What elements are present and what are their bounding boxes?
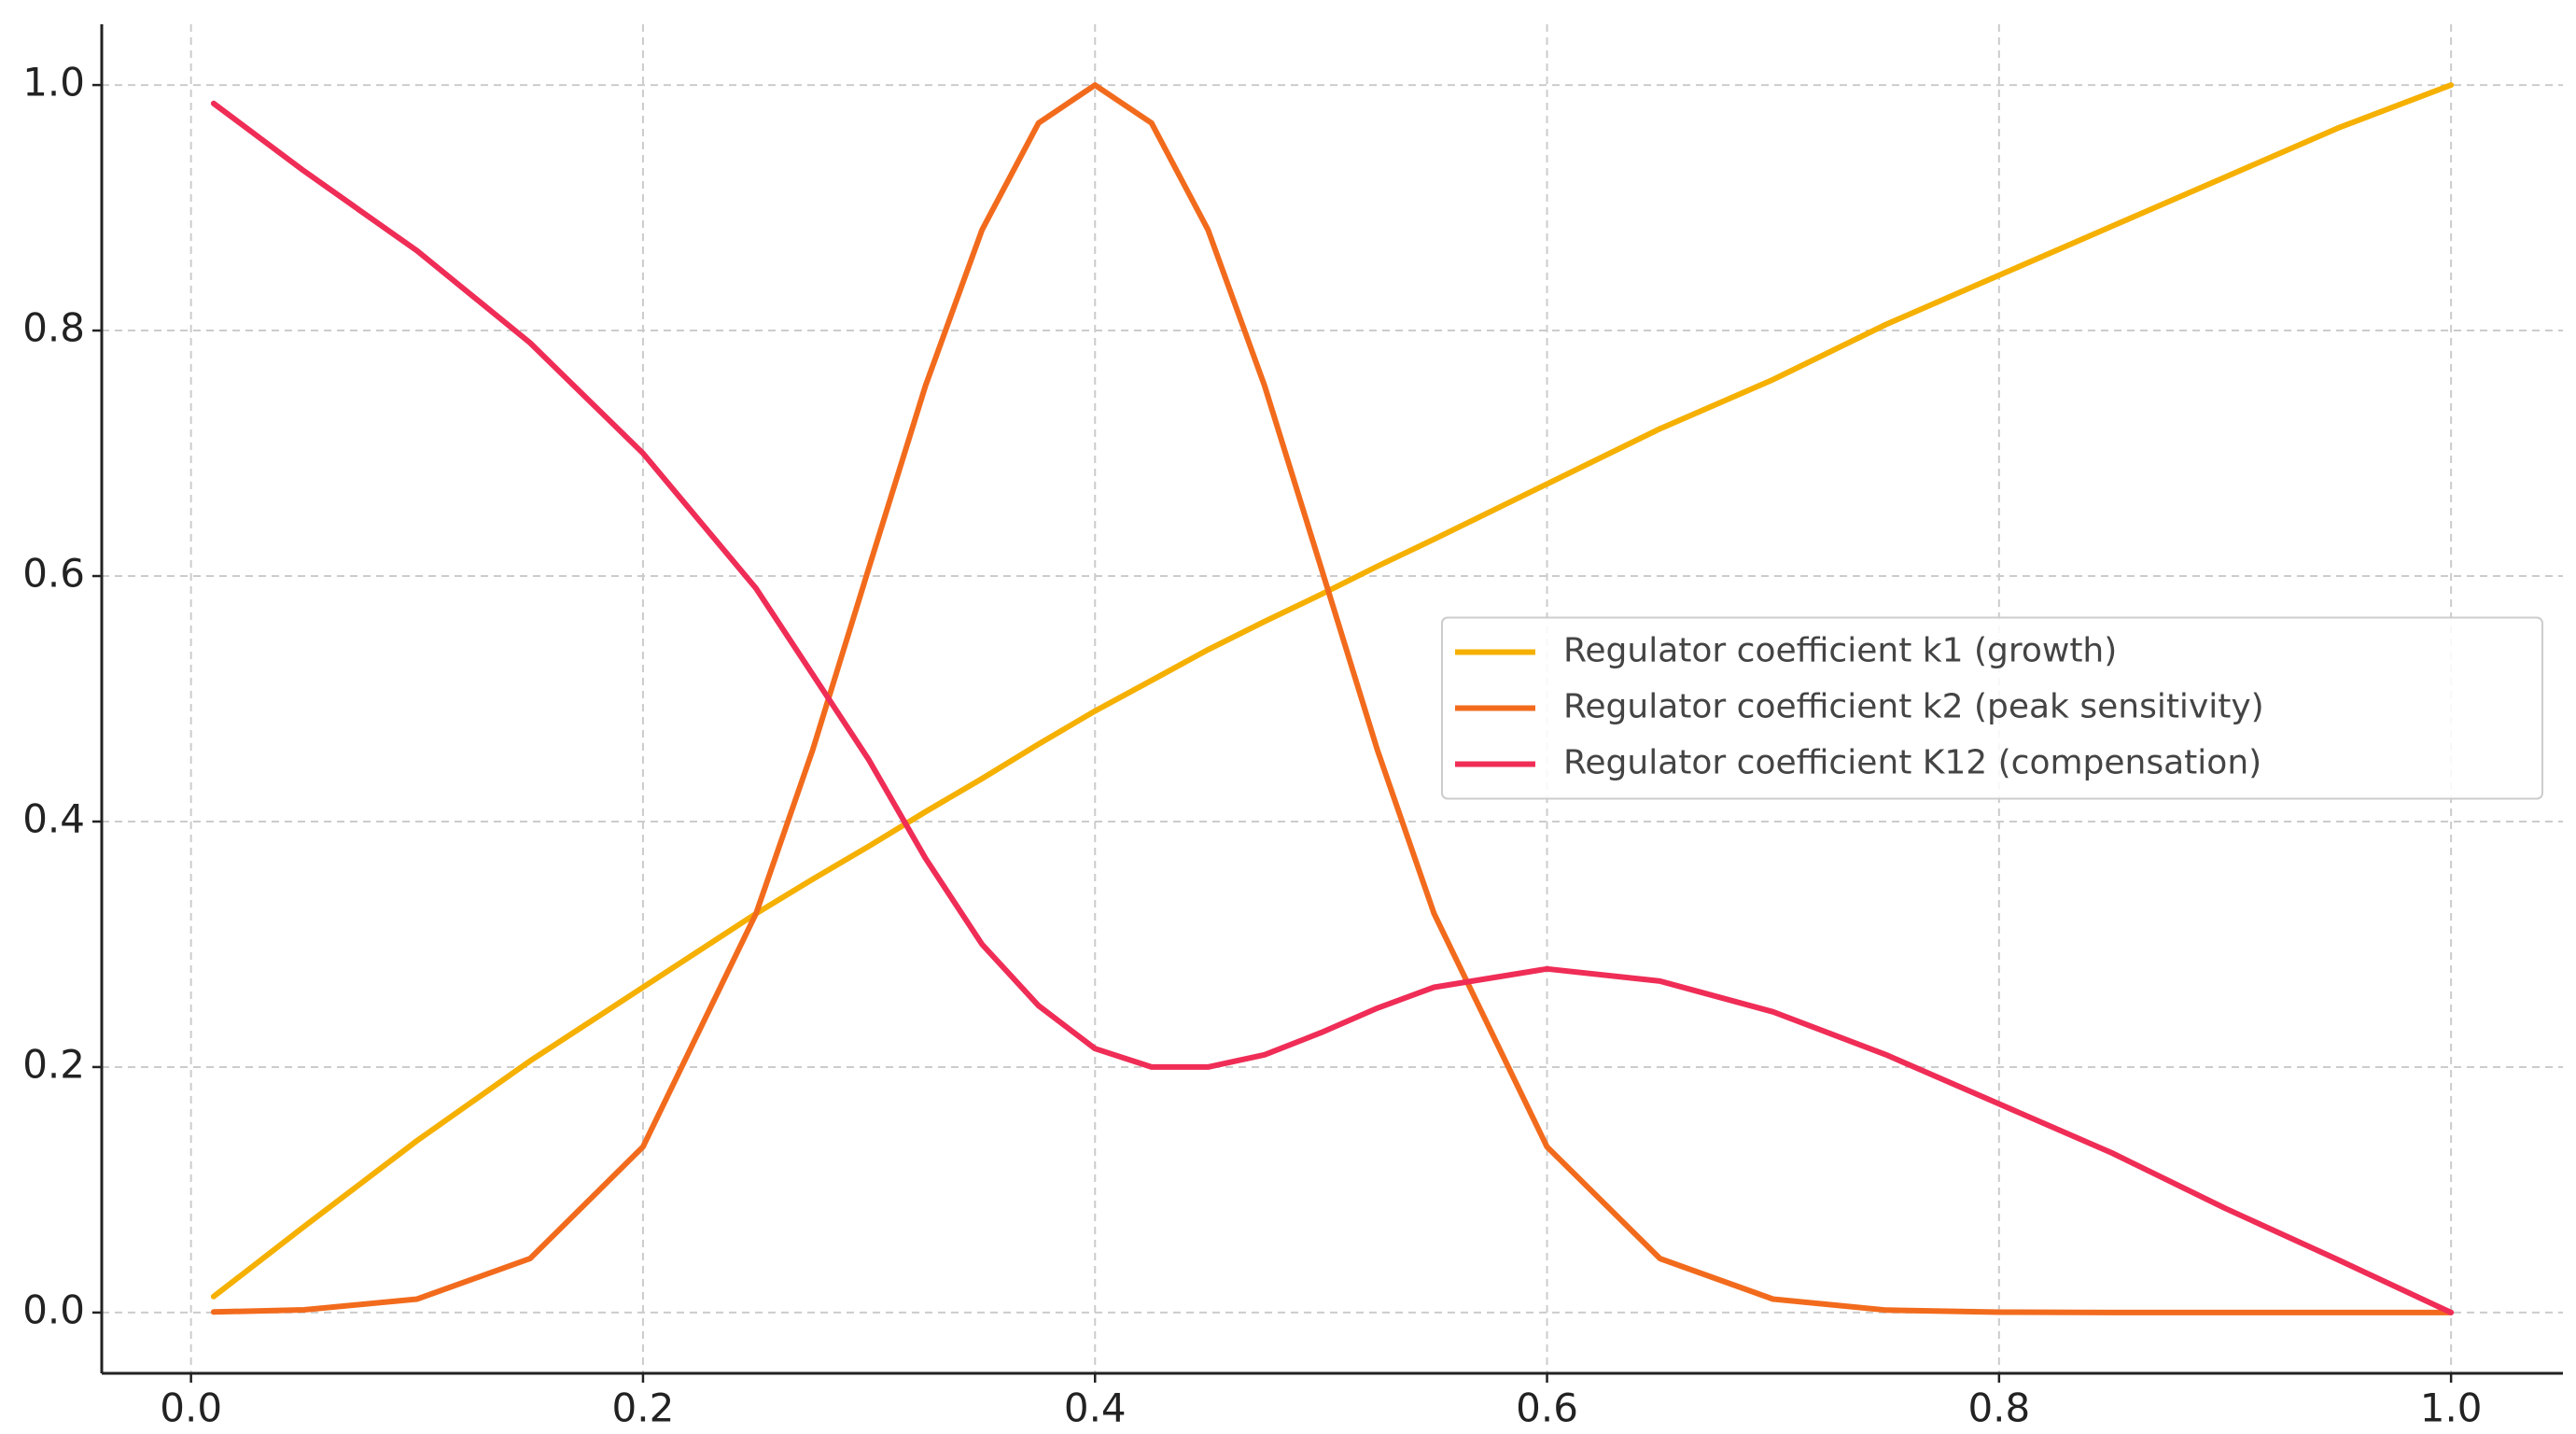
y-tick-label: 0.4 (22, 795, 85, 841)
x-tick-label: 0.2 (612, 1385, 675, 1431)
legend-label: Regulator coefficient k2 (peak sensitivi… (1563, 688, 2264, 726)
y-tick-label: 1.0 (22, 60, 85, 105)
x-tick-label: 0.4 (1064, 1385, 1127, 1431)
y-tick-label: 0.2 (22, 1041, 85, 1087)
x-tick-label: 0.6 (1516, 1385, 1578, 1431)
legend-label: Regulator coefficient k1 (growth) (1563, 632, 2117, 670)
legend: Regulator coefficient k1 (growth) Regulat… (1441, 616, 2543, 800)
legend-label: Regulator coefficient K12 (compensation) (1563, 744, 2261, 782)
y-tick-label: 0.8 (22, 305, 85, 351)
line-series (210, 100, 2455, 1315)
line-series (210, 82, 2455, 1300)
y-tick-label: 0.6 (22, 551, 85, 597)
x-tick-label: 0.0 (160, 1385, 222, 1431)
legend-box (1441, 616, 2543, 800)
line-series (210, 82, 2455, 1315)
y-tick-label: 0.0 (22, 1286, 85, 1332)
x-tick-label: 1.0 (2420, 1385, 2483, 1431)
x-tick-label: 0.8 (1967, 1385, 2030, 1431)
